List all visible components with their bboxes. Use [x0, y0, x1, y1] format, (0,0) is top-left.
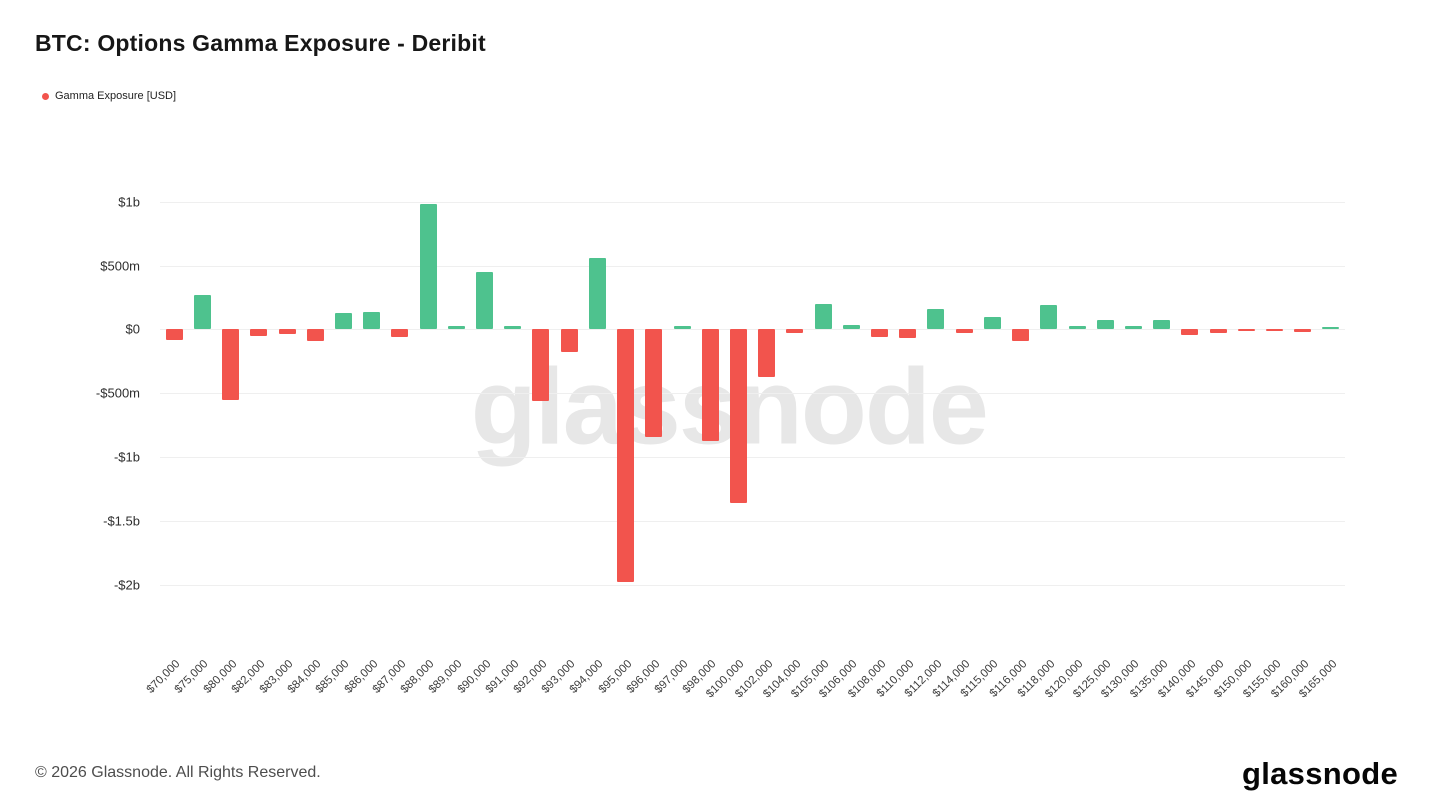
bar-88000[interactable] — [419, 204, 437, 330]
bar-116000[interactable] — [1012, 329, 1029, 342]
bar-150000[interactable] — [1237, 329, 1255, 332]
y-axis: $1b $500m $0 -$500m -$1b -$1.5b -$2b — [0, 185, 150, 645]
y-axis-tick-label: $1b — [118, 194, 140, 210]
bar-94000[interactable] — [588, 257, 606, 330]
gridline — [160, 201, 1345, 203]
bar-75000[interactable] — [193, 294, 211, 330]
bar-97000[interactable] — [673, 325, 691, 330]
bar-135000[interactable] — [1153, 319, 1171, 330]
bar-80000[interactable] — [222, 329, 239, 400]
y-axis-tick-label: -$1b — [113, 449, 140, 465]
bar-105000[interactable] — [814, 303, 832, 330]
gridline — [160, 584, 1345, 586]
bar-89000[interactable] — [447, 326, 465, 330]
bar-110000[interactable] — [899, 329, 917, 339]
bar-87000[interactable] — [391, 329, 409, 338]
bar-145000[interactable] — [1209, 329, 1227, 333]
y-axis-tick-label: $0 — [125, 321, 140, 337]
bar-114000[interactable] — [955, 329, 973, 334]
bar-125000[interactable] — [1096, 319, 1114, 330]
bar-102000[interactable] — [758, 329, 776, 377]
legend-item-gamma-exposure[interactable]: Gamma Exposure [USD] — [42, 90, 176, 102]
glassnode-logo: glassnode — [1241, 756, 1398, 791]
bar-120000[interactable] — [1068, 326, 1086, 330]
bar-70000[interactable] — [165, 329, 183, 340]
bar-91000[interactable] — [504, 325, 522, 330]
plot-area: glassnode — [160, 185, 1345, 645]
bar-108000[interactable] — [871, 329, 888, 338]
bar-83000[interactable] — [278, 329, 296, 335]
x-axis: $70,000 $75,000 $80,000 $82,000 $83,000 $84,0… — [145, 650, 1345, 730]
bar-82000[interactable] — [250, 329, 268, 336]
y-axis-tick-label: -$500m — [95, 385, 140, 401]
bar-104000[interactable] — [786, 329, 804, 333]
bar-106000[interactable] — [842, 324, 860, 330]
bar-84000[interactable] — [306, 329, 324, 341]
y-axis-tick-label: -$2b — [113, 577, 140, 593]
bar-98000[interactable] — [701, 329, 719, 441]
page-title: BTC: Options Gamma Exposure - Deribit — [35, 30, 486, 56]
gridline — [160, 265, 1345, 267]
bar-100000[interactable] — [729, 329, 747, 504]
y-axis-tick-label: $500m — [100, 258, 140, 273]
bar-155000[interactable] — [1266, 329, 1283, 332]
gridline — [160, 457, 1345, 459]
bar-86000[interactable] — [363, 311, 381, 330]
bar-95000[interactable] — [617, 329, 634, 583]
glassnode-watermark: glassnode — [470, 345, 989, 467]
bar-140000[interactable] — [1181, 329, 1199, 336]
bar-165000[interactable] — [1322, 327, 1340, 330]
legend-label: Gamma Exposure [USD] — [55, 90, 177, 102]
bar-92000[interactable] — [532, 329, 550, 401]
bar-130000[interactable] — [1124, 325, 1142, 330]
legend-dot-icon — [42, 92, 49, 100]
bar-90000[interactable] — [476, 271, 493, 330]
gridline — [160, 521, 1345, 523]
gridline — [160, 393, 1345, 395]
y-axis-tick-label: -$1.5b — [103, 513, 140, 529]
bar-96000[interactable] — [645, 329, 663, 437]
bar-93000[interactable] — [560, 329, 578, 353]
gridline — [160, 329, 1345, 331]
bar-112000[interactable] — [927, 308, 945, 330]
bar-115000[interactable] — [983, 317, 1001, 330]
bar-160000[interactable] — [1294, 329, 1312, 332]
bar-85000[interactable] — [334, 312, 352, 330]
bar-118000[interactable] — [1040, 305, 1058, 330]
copyright-text: © 2026 Glassnode. All Rights Reserved. — [35, 764, 321, 781]
